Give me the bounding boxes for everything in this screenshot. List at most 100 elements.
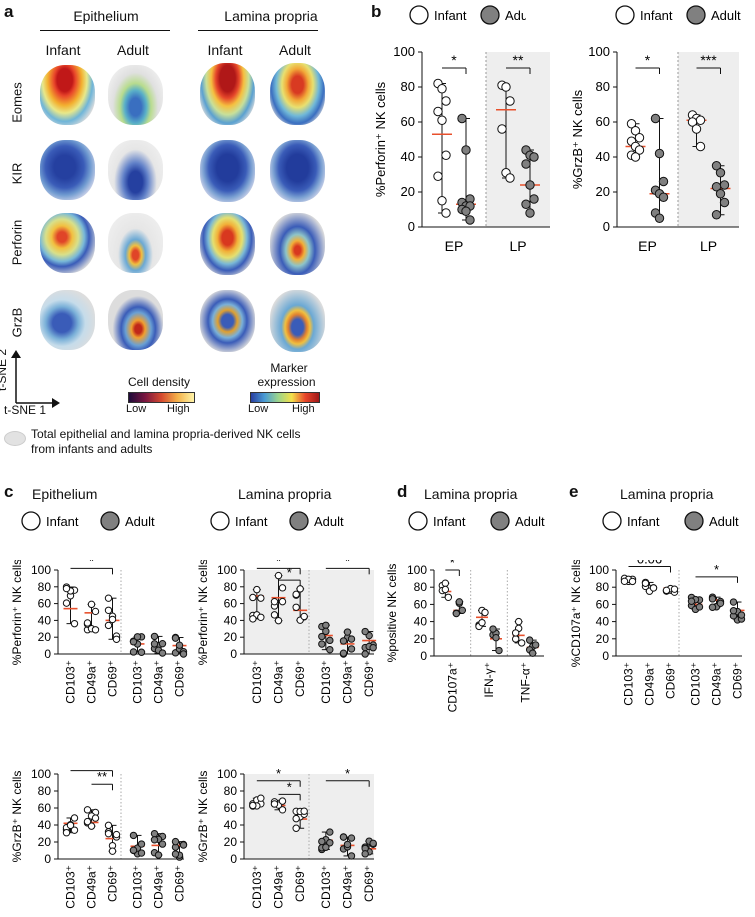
category-label: CD49a⁺ — [643, 662, 657, 706]
infant-point — [274, 616, 283, 625]
sig-label: * — [89, 560, 94, 568]
infant-point — [70, 826, 79, 834]
adult-point — [708, 603, 717, 611]
y-axis-title: %Perforin⁺ NK cells — [10, 560, 24, 665]
y-tick-label: 20 — [38, 630, 52, 644]
panel-d-label: d — [397, 482, 408, 501]
adult-point — [171, 837, 180, 846]
infant-point — [292, 590, 300, 599]
adult-point — [318, 837, 326, 846]
y-tick-label: 60 — [38, 597, 52, 611]
adult-point — [654, 148, 665, 159]
infant-point — [626, 119, 637, 129]
group-infant-lp: Infant — [207, 42, 243, 58]
marker-eomes: Eomes — [9, 81, 25, 123]
tsne-kir-ep-adult — [108, 140, 163, 200]
adult-point — [339, 649, 348, 657]
adult-point — [339, 833, 348, 841]
divider — [40, 30, 170, 31]
sig-label: * — [287, 779, 292, 794]
divider — [198, 30, 318, 31]
legend-infant-icon — [409, 5, 429, 25]
adult-point — [695, 603, 704, 611]
infant-point — [62, 584, 71, 593]
adult-point — [489, 625, 497, 633]
y-tick-label: 40 — [596, 615, 610, 629]
infant-point — [620, 577, 629, 586]
category-label: CD69⁺ — [664, 662, 678, 699]
adult-point — [326, 645, 334, 654]
infant-point — [695, 115, 706, 125]
category-label: IFN-γ⁺ — [482, 662, 496, 698]
y-tick-label: 40 — [401, 149, 415, 164]
tsne-perforin-ep-infant — [40, 213, 95, 273]
chart-c-grzb-lp: 0 20 40 60 80 100 %GrzB⁺ NK cells CD103⁺ CD49a⁺ C… — [196, 766, 377, 909]
adult-point — [179, 650, 188, 658]
adult-point — [326, 636, 334, 645]
adult-point — [129, 831, 138, 840]
tsne-axes-icon — [11, 350, 60, 408]
adult-point — [687, 597, 696, 605]
y-tick-label: 100 — [407, 563, 427, 577]
infant-point — [112, 635, 121, 643]
infant-point — [441, 208, 451, 218]
infant-point — [91, 607, 100, 616]
sig-label: 0.06 — [637, 560, 662, 567]
adult-point — [711, 210, 722, 220]
infant-point — [87, 822, 96, 830]
infant-point — [292, 603, 300, 611]
adult-point — [455, 598, 464, 606]
chart-e: 0 20 40 60 80 100 %CD107a⁺ NK cells CD103⁺ CD49a… — [569, 560, 746, 706]
adult-point — [729, 607, 738, 615]
infant-point — [497, 124, 507, 134]
adult-point — [318, 640, 326, 648]
infant-point — [514, 617, 523, 626]
marker-grzb: GrzB — [9, 307, 25, 337]
note-line-1: Total epithelial and lamina propria-deri… — [31, 427, 301, 441]
infant-point — [91, 814, 100, 822]
group-infant-ep: Infant — [45, 42, 81, 58]
infant-point — [628, 577, 637, 586]
legend-infant-icon — [21, 511, 41, 531]
sig-label: * — [451, 52, 457, 68]
infant-point — [630, 126, 641, 136]
legend-infant-text: Infant — [434, 8, 467, 23]
infant-point — [437, 84, 447, 94]
d-title: Lamina propria — [424, 486, 518, 502]
category-label: EP — [445, 238, 464, 254]
y-axis-title: %GrzB⁺ NK cells — [10, 771, 24, 863]
category-label: CD69⁺ — [106, 865, 120, 902]
sig-label: * — [276, 766, 281, 781]
adult-point — [521, 159, 531, 169]
infant-point — [83, 806, 92, 814]
y-tick-label: 0 — [602, 649, 609, 663]
infant-point — [104, 594, 113, 602]
legend-adult-text: Adult — [505, 8, 526, 23]
adult-point — [495, 646, 503, 655]
infant-point — [62, 599, 71, 607]
infant-point — [62, 829, 71, 837]
tsne-grzb-lp-infant — [200, 290, 255, 352]
adult-point — [715, 189, 726, 199]
category-label: CD49a⁺ — [272, 865, 286, 909]
tsne-1-label: t-SNE 1 — [4, 403, 47, 417]
density-title: Cell density — [128, 375, 191, 389]
infant-point — [249, 593, 257, 602]
adult-point — [719, 180, 730, 190]
infant-point — [278, 584, 287, 592]
category-label: CD69⁺ — [731, 662, 745, 699]
infant-point — [662, 586, 671, 595]
category-label: CD103⁺ — [64, 660, 78, 704]
sig-label: * — [450, 560, 455, 570]
chart-c-grzb-ep: 0 20 40 60 80 100 %GrzB⁺ NK cells CD103⁺ CD49a⁺ C… — [10, 764, 188, 909]
adult-point — [175, 641, 184, 649]
infant-point — [249, 615, 257, 623]
adult-point — [150, 640, 159, 648]
adult-point — [154, 851, 163, 859]
y-tick-label: 80 — [401, 79, 415, 94]
y-tick-label: 40 — [596, 149, 610, 164]
adult-point — [326, 839, 334, 847]
adult-point — [650, 113, 661, 124]
infant-point — [112, 830, 121, 839]
y-tick-label: 60 — [596, 597, 610, 611]
